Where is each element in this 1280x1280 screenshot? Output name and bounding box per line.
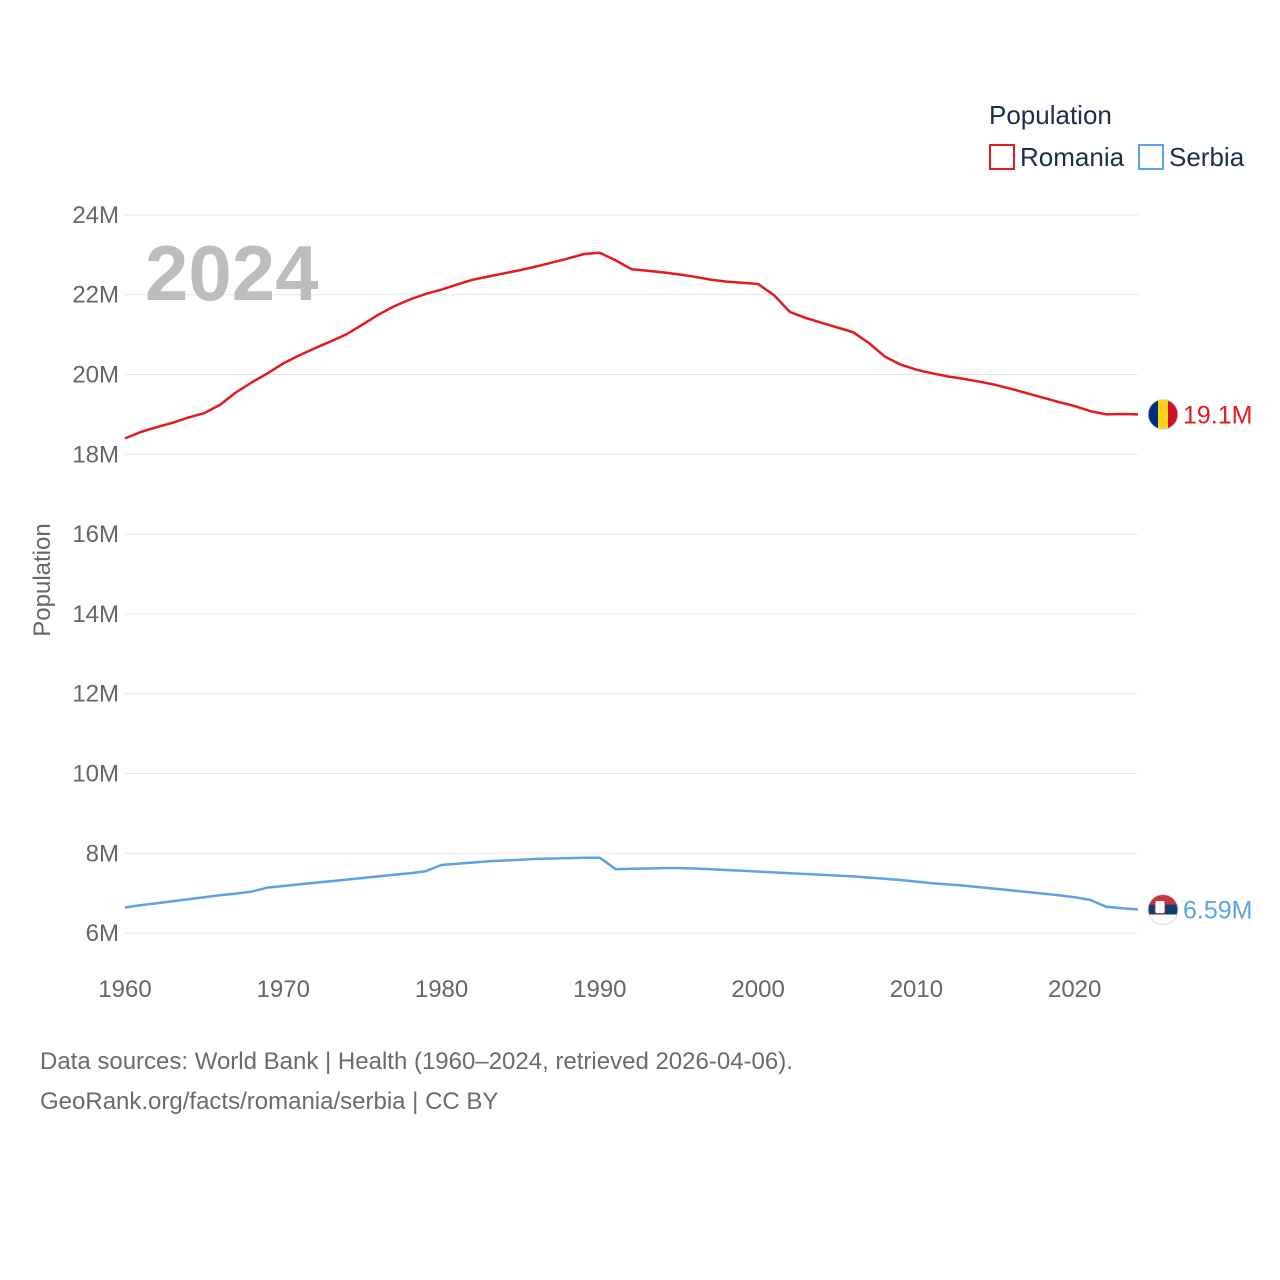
y-tick-label: 22M <box>72 282 119 309</box>
y-tick-label: 12M <box>72 681 119 708</box>
x-axis: 1960 1970 1980 1990 2000 2010 2020 <box>98 976 1101 1003</box>
source-note: Data sources: World Bank | Health (1960–… <box>40 1042 793 1122</box>
legend-label-serbia: Serbia <box>1169 142 1245 172</box>
y-tick-label: 20M <box>72 362 119 389</box>
y-tick-label: 10M <box>72 760 119 787</box>
x-tick-label: 2010 <box>890 976 943 1003</box>
x-tick-label: 1970 <box>257 976 310 1003</box>
x-tick-label: 1960 <box>98 976 151 1003</box>
y-tick-label: 16M <box>72 521 119 548</box>
x-tick-label: 2000 <box>731 976 784 1003</box>
y-tick-label: 6M <box>86 920 119 947</box>
legend: Population Romania Serbia <box>989 100 1245 172</box>
source-line-1: Data sources: World Bank | Health (1960–… <box>40 1048 793 1075</box>
series-line-romania[interactable] <box>124 251 1139 440</box>
legend-item-serbia[interactable]: Serbia <box>1138 142 1245 172</box>
legend-swatch-serbia <box>1138 144 1164 170</box>
y-axis: 6M 8M 10M 12M 14M 16M 18M 20M 22M 24M <box>72 202 119 947</box>
end-label-romania: 19.1M <box>1183 401 1252 429</box>
series-line-serbia[interactable] <box>124 856 1139 911</box>
legend-swatch-romania <box>989 144 1015 170</box>
series-lines <box>124 251 1139 911</box>
year-watermark: 2024 <box>145 229 319 317</box>
end-label-serbia: 6.59M <box>1183 897 1252 925</box>
x-tick-label: 2020 <box>1048 976 1101 1003</box>
serbia-flag-icon <box>1147 894 1179 926</box>
x-tick-label: 1980 <box>415 976 468 1003</box>
y-axis-label: Population <box>29 523 56 636</box>
grid <box>125 214 1138 934</box>
legend-item-romania[interactable]: Romania <box>989 142 1125 172</box>
y-tick-label: 24M <box>72 202 119 229</box>
romania-flag-icon <box>1147 398 1179 430</box>
y-tick-label: 14M <box>72 601 119 628</box>
x-tick-label: 1990 <box>573 976 626 1003</box>
y-tick-label: 8M <box>86 840 119 867</box>
legend-title: Population <box>989 100 1112 130</box>
source-line-2: GeoRank.org/facts/romania/serbia | CC BY <box>40 1088 499 1115</box>
y-tick-label: 18M <box>72 441 119 468</box>
end-labels: 19.1M 6.59M <box>1147 398 1252 926</box>
legend-label-romania: Romania <box>1020 142 1125 172</box>
